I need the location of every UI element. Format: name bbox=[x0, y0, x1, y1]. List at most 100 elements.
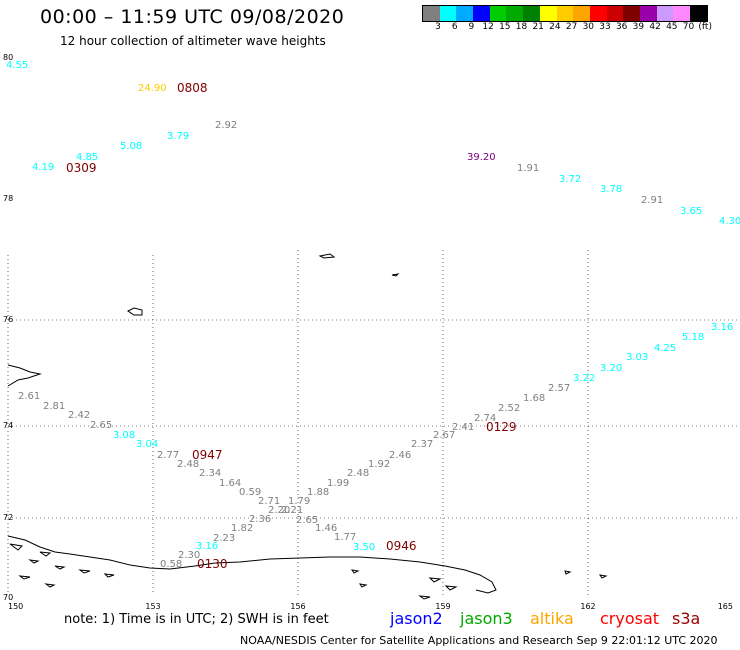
wave-height-value: 3.22 bbox=[573, 373, 595, 384]
wave-height-value: 2.67 bbox=[433, 430, 455, 441]
scale-swatch bbox=[573, 6, 590, 21]
scale-label: 45 bbox=[666, 22, 678, 32]
wave-height-value: 1.46 bbox=[315, 523, 337, 534]
color-scale-bar bbox=[422, 5, 708, 22]
scale-label: 36 bbox=[615, 22, 628, 32]
scale-label: 12 bbox=[482, 22, 494, 32]
wave-height-value: 2.21 bbox=[281, 505, 303, 516]
wave-height-value: 39.20 bbox=[467, 152, 496, 163]
wave-height-value: 3.16 bbox=[711, 322, 733, 333]
lat-tick-label: 70 bbox=[3, 593, 13, 602]
scale-label: 42 bbox=[649, 22, 661, 32]
lon-tick-label: 156 bbox=[290, 602, 305, 610]
wave-height-value: 1.99 bbox=[327, 478, 349, 489]
latitude-tick-labels: 80 78 76 74 72 70 bbox=[3, 53, 13, 602]
scale-swatch bbox=[539, 6, 557, 21]
wave-height-value: 2.48 bbox=[177, 459, 199, 470]
scale-label: 24 bbox=[549, 22, 561, 32]
scale-label: 9 bbox=[468, 22, 475, 32]
lon-tick-label: 165 bbox=[718, 602, 733, 610]
scale-swatch bbox=[589, 6, 607, 21]
scale-swatch bbox=[639, 6, 657, 21]
wave-height-value: 2.81 bbox=[43, 401, 65, 412]
scale-swatch bbox=[439, 6, 457, 21]
lon-tick-label: 159 bbox=[435, 602, 450, 610]
legend-entry: jason3 bbox=[460, 609, 513, 628]
scale-swatch bbox=[623, 6, 640, 21]
pass-time-label: 0309 bbox=[66, 161, 97, 175]
legend-entry: jason2 bbox=[390, 609, 443, 628]
scale-swatch bbox=[506, 6, 524, 21]
map-title: 00:00 – 11:59 UTC 09/08/2020 bbox=[40, 6, 345, 28]
wave-height-value: 1.91 bbox=[517, 163, 539, 174]
coastline bbox=[7, 253, 608, 600]
wave-height-value: 1.92 bbox=[368, 459, 390, 470]
scale-label: 70 bbox=[682, 22, 695, 32]
wave-height-value: 0.58 bbox=[160, 559, 182, 570]
wave-height-value: 2.37 bbox=[411, 439, 433, 450]
wave-height-value: 24.90 bbox=[138, 83, 167, 94]
scale-label: 3 bbox=[435, 22, 441, 32]
pass-time-labels: 0808 0309 0947 0129 0946 0130 bbox=[66, 81, 517, 571]
wave-height-value: 3.16 bbox=[196, 541, 218, 552]
wave-height-value: 4.25 bbox=[654, 343, 676, 354]
scale-label: 39 bbox=[632, 22, 645, 32]
scale-swatch bbox=[606, 6, 624, 21]
wave-height-value: 1.64 bbox=[219, 478, 241, 489]
lat-tick-label: 76 bbox=[3, 315, 13, 324]
scale-swatch bbox=[523, 6, 540, 21]
wave-height-value: 1.77 bbox=[334, 532, 356, 543]
scale-label: 33 bbox=[599, 22, 611, 32]
wave-height-value: 1.88 bbox=[307, 487, 329, 498]
pass-time-label: 0130 bbox=[197, 557, 228, 571]
wave-height-value: 3.50 bbox=[353, 542, 375, 553]
wave-height-value: 2.61 bbox=[18, 391, 40, 402]
wave-height-value: 5.08 bbox=[120, 141, 142, 152]
lon-tick-label: 150 bbox=[8, 602, 23, 610]
wave-height-value: 3.65 bbox=[680, 206, 702, 217]
wave-height-value: 3.79 bbox=[167, 131, 189, 142]
wave-height-value: 2.36 bbox=[249, 514, 271, 525]
lon-tick-label: 153 bbox=[145, 602, 160, 610]
scale-swatch bbox=[690, 6, 707, 21]
wave-height-value: 3.08 bbox=[113, 430, 135, 441]
wave-height-value: 2.34 bbox=[199, 468, 221, 479]
wave-height-value: 2.41 bbox=[452, 422, 474, 433]
wave-height-value: 1.82 bbox=[231, 523, 253, 534]
lon-tick-label: 162 bbox=[580, 602, 595, 610]
wave-height-value: 3.72 bbox=[559, 174, 581, 185]
scale-label: 6 bbox=[451, 22, 458, 32]
lat-tick-label: 72 bbox=[3, 513, 13, 522]
wave-height-value: 3.20 bbox=[600, 363, 622, 374]
wave-height-value: 2.30 bbox=[178, 550, 200, 561]
wave-height-map: 150 153 156 159 162 165 80 78 76 74 72 70 4.55 24.9… bbox=[3, 53, 740, 610]
credit-footer: NOAA/NESDIS Center for Satellite Applica… bbox=[240, 634, 718, 647]
scale-label: 30 bbox=[582, 22, 595, 32]
lat-tick-label: 78 bbox=[3, 194, 13, 203]
scale-swatch bbox=[556, 6, 574, 21]
wave-height-value: 3.04 bbox=[136, 439, 158, 450]
wave-height-value: 2.52 bbox=[498, 403, 520, 414]
legend-entry: cryosat bbox=[600, 609, 660, 628]
wave-height-value: 2.91 bbox=[641, 195, 663, 206]
wave-height-value: 2.65 bbox=[296, 515, 318, 526]
wave-height-value: 2.23 bbox=[213, 533, 235, 544]
scale-swatch bbox=[489, 6, 507, 21]
scale-swatch bbox=[673, 6, 690, 21]
wave-height-value: 4.30 bbox=[719, 216, 740, 227]
wave-height-value: 2.65 bbox=[90, 420, 112, 431]
scale-label: 18 bbox=[515, 22, 528, 32]
wave-height-value: 2.74 bbox=[474, 413, 496, 424]
map-subtitle: 12 hour collection of altimeter wave hei… bbox=[60, 34, 326, 48]
lat-tick-label: 80 bbox=[3, 53, 13, 62]
scale-label: (ft) bbox=[698, 22, 712, 32]
scale-swatch bbox=[456, 6, 474, 21]
lat-tick-label: 74 bbox=[3, 421, 13, 430]
scale-swatch bbox=[423, 6, 440, 21]
wave-height-value: 2.71 bbox=[258, 496, 280, 507]
wave-height-value: 4.19 bbox=[32, 162, 54, 173]
scale-swatch bbox=[473, 6, 490, 21]
wave-height-value: 2.77 bbox=[157, 450, 179, 461]
longitude-tick-labels: 150 153 156 159 162 165 bbox=[8, 602, 733, 610]
pass-time-label: 0947 bbox=[192, 448, 223, 462]
